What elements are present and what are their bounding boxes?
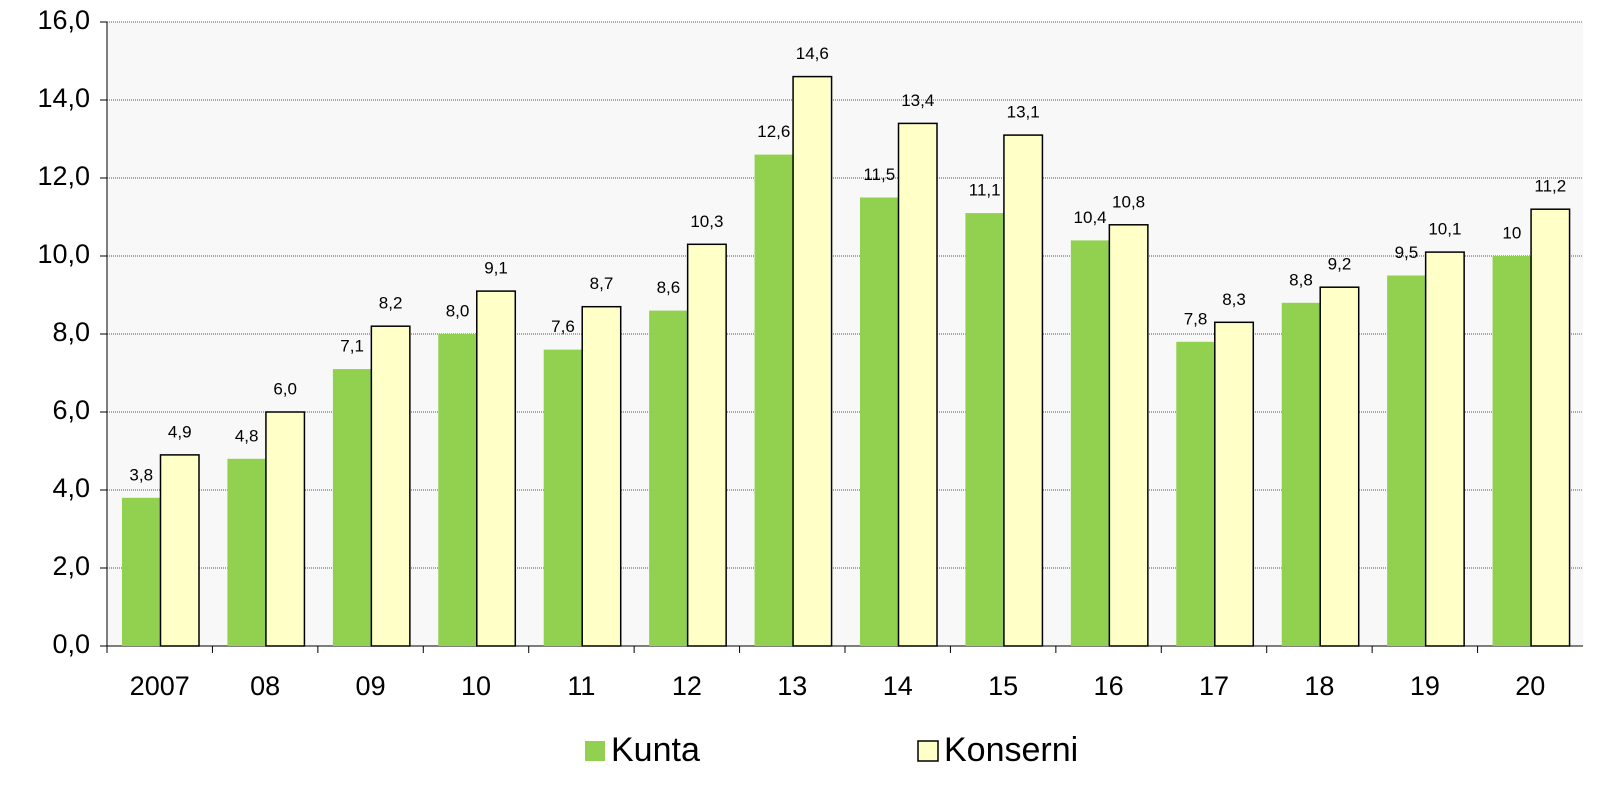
data-label: 13,1 xyxy=(1007,103,1040,122)
bar xyxy=(332,369,372,646)
y-tick-label: 4,0 xyxy=(52,473,90,503)
data-label: 7,8 xyxy=(1184,309,1208,328)
bar xyxy=(438,334,477,646)
y-tick-label: 14,0 xyxy=(37,83,90,113)
y-tick-label: 2,0 xyxy=(52,551,90,581)
data-label: 10,4 xyxy=(1074,208,1107,227)
bar xyxy=(792,75,833,647)
bar xyxy=(1281,302,1321,646)
data-label: 9,1 xyxy=(484,259,508,278)
data-label: 8,6 xyxy=(657,278,681,297)
bar xyxy=(1530,208,1571,647)
data-label: 3,8 xyxy=(129,465,153,484)
data-label: 8,0 xyxy=(446,301,470,320)
x-tick-label: 13 xyxy=(777,671,807,701)
legend-swatch xyxy=(917,740,939,762)
bar xyxy=(1424,251,1465,647)
bar xyxy=(543,349,583,646)
data-label: 10,8 xyxy=(1112,192,1145,211)
y-tick-label: 6,0 xyxy=(52,395,90,425)
bar xyxy=(649,310,688,646)
data-label: 11,2 xyxy=(1534,177,1566,196)
bar xyxy=(754,154,794,646)
x-tick-label: 18 xyxy=(1304,671,1334,701)
bar xyxy=(1319,286,1360,647)
x-tick-label: 11 xyxy=(567,671,595,701)
bar xyxy=(476,290,517,647)
bar xyxy=(1176,341,1215,646)
data-label: 4,9 xyxy=(168,422,192,441)
bar xyxy=(122,497,161,646)
bar xyxy=(965,213,1004,646)
bar xyxy=(1492,256,1532,646)
data-label: 4,8 xyxy=(235,426,259,445)
data-label: 9,2 xyxy=(1328,255,1352,274)
data-label: 11,1 xyxy=(969,181,1001,200)
x-tick-label: 20 xyxy=(1515,671,1545,701)
bar xyxy=(1108,224,1149,647)
x-tick-label: 15 xyxy=(988,671,1018,701)
data-label: 8,8 xyxy=(1289,270,1313,289)
data-label: 9,5 xyxy=(1395,243,1419,262)
x-tick-label: 2007 xyxy=(130,671,190,701)
data-label: 10 xyxy=(1502,223,1521,242)
data-label: 7,1 xyxy=(340,337,364,356)
bar xyxy=(265,411,306,647)
bar xyxy=(860,197,899,646)
x-tick-label: 12 xyxy=(672,671,702,701)
bar xyxy=(1070,240,1110,646)
bar xyxy=(227,458,266,646)
x-tick-label: 17 xyxy=(1199,671,1229,701)
y-tick-label: 8,0 xyxy=(52,317,90,347)
y-tick-label: 16,0 xyxy=(37,5,90,35)
legend-swatch xyxy=(585,741,605,761)
legend-label: Kunta xyxy=(611,731,700,769)
data-label: 8,2 xyxy=(379,294,403,313)
data-label: 11,5 xyxy=(863,165,895,184)
legend-label: Konserni xyxy=(944,731,1078,769)
bar xyxy=(159,454,200,647)
data-label: 7,6 xyxy=(551,317,575,336)
bar xyxy=(1003,134,1044,647)
x-tick-label: 14 xyxy=(883,671,913,701)
y-tick-label: 12,0 xyxy=(37,161,90,191)
data-label: 13,4 xyxy=(901,91,934,110)
bar xyxy=(897,122,938,647)
x-tick-label: 10 xyxy=(461,671,491,701)
bar xyxy=(370,325,411,647)
x-tick-label: 16 xyxy=(1094,671,1124,701)
y-tick-label: 10,0 xyxy=(37,239,90,269)
bar xyxy=(686,243,727,647)
x-tick-label: 19 xyxy=(1410,671,1440,701)
bar xyxy=(1214,321,1255,647)
bar xyxy=(581,305,622,647)
bar xyxy=(1387,275,1426,646)
data-label: 10,1 xyxy=(1428,220,1461,239)
y-tick-label: 0,0 xyxy=(52,629,90,659)
data-label: 8,3 xyxy=(1222,290,1246,309)
data-label: 14,6 xyxy=(796,44,829,63)
x-tick-label: 09 xyxy=(356,671,386,701)
data-label: 10,3 xyxy=(690,212,723,231)
data-label: 6,0 xyxy=(273,379,297,398)
data-label: 8,7 xyxy=(590,274,614,293)
data-label: 12,6 xyxy=(757,122,790,141)
x-tick-label: 08 xyxy=(250,671,280,701)
